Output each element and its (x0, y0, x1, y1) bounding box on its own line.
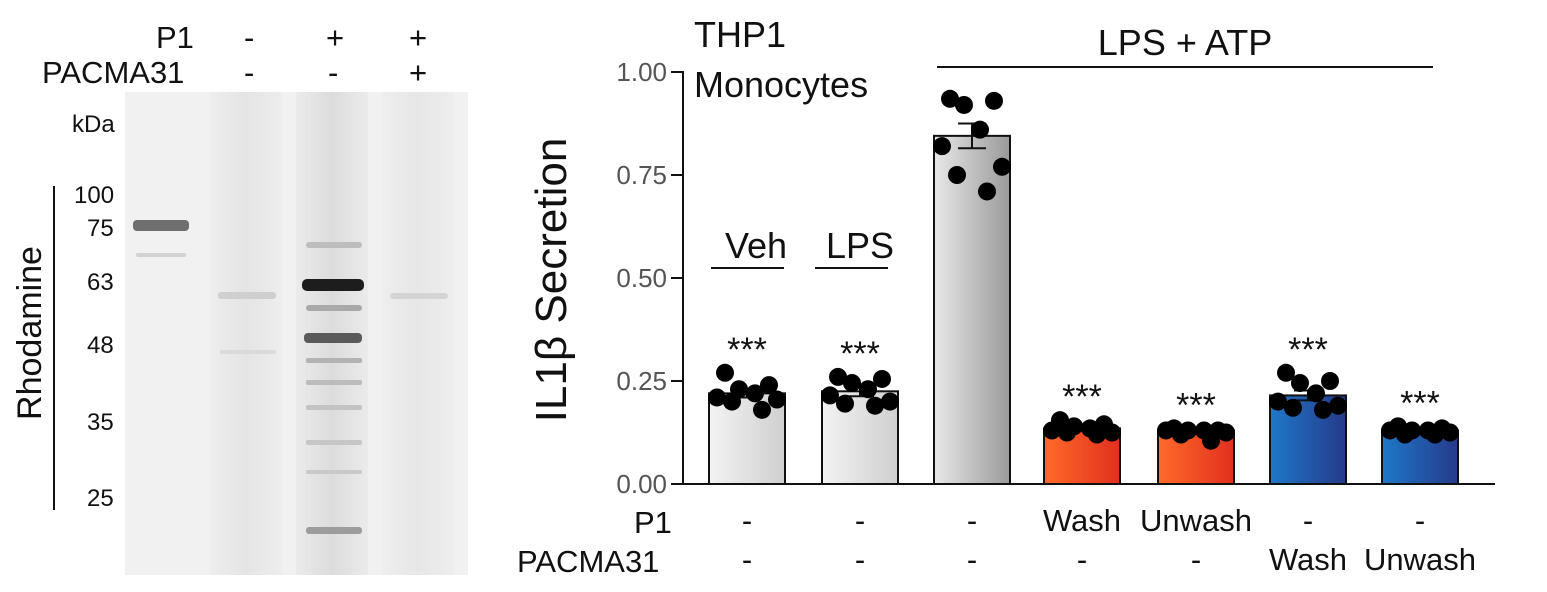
data-point-2-4 (933, 137, 951, 156)
gel-p1-lane3: + (409, 20, 428, 55)
data-point-2-7 (978, 182, 996, 201)
gel-marker-100: 100 (74, 182, 115, 209)
significance-0: *** (727, 331, 767, 369)
data-point-2-2 (955, 95, 973, 114)
gel-marker-48: 48 (87, 332, 114, 359)
data-point-0-3 (746, 384, 764, 403)
condition-pacma31-5: Wash (1269, 542, 1347, 577)
data-point-1-1 (873, 369, 891, 388)
significance-4: *** (1176, 386, 1216, 424)
data-point-1-5 (881, 392, 899, 411)
condition-p1-6: - (1415, 503, 1425, 538)
data-point-4-5 (1217, 423, 1235, 442)
data-point-1-6 (836, 394, 854, 413)
data-point-2-3 (971, 120, 989, 139)
data-point-2-6 (948, 166, 966, 184)
gel-p1-lane2: + (326, 20, 345, 55)
data-point-5-5 (1329, 396, 1347, 415)
significance-5: *** (1288, 331, 1328, 369)
gel-row-label-p1: P1 (156, 20, 194, 55)
row-label-p1: P1 (634, 505, 672, 540)
gel-marker-25: 25 (87, 485, 114, 512)
data-point-1-2 (843, 374, 861, 393)
gel-side-bracket (53, 186, 55, 510)
data-point-6-6 (1396, 425, 1414, 444)
data-point-5-0 (1277, 363, 1295, 382)
data-point-3-5 (1103, 423, 1121, 442)
data-point-5-3 (1307, 384, 1325, 403)
condition-p1-0: - (742, 503, 752, 538)
group-label-lps: LPS (825, 225, 895, 266)
data-point-6-5 (1441, 423, 1459, 442)
data-point-3-6 (1058, 423, 1076, 442)
data-point-0-1 (760, 376, 778, 395)
data-point-4-6 (1172, 425, 1190, 444)
data-point-6-4 (1381, 421, 1399, 440)
data-point-5-1 (1321, 372, 1339, 390)
data-point-1-0 (829, 367, 847, 386)
gel-marker-63: 63 (87, 269, 114, 296)
data-point-1-7 (866, 396, 884, 415)
data-point-1-3 (859, 380, 877, 399)
bar-1 (821, 390, 899, 485)
data-point-0-5 (768, 390, 786, 409)
y-tick-label-3: 0.75 (616, 160, 667, 190)
data-point-0-4 (708, 388, 726, 407)
data-point-5-7 (1314, 400, 1332, 419)
data-point-5-2 (1291, 374, 1309, 393)
y-tick-label-2: 0.50 (616, 263, 667, 293)
condition-p1-3: Wash (1043, 503, 1121, 538)
gel-pacma31-lane1: - (244, 55, 255, 90)
gel-pacma31-lane2: - (328, 55, 339, 90)
y-tick-label-0: 0.00 (616, 469, 667, 499)
significance-1: *** (840, 335, 880, 373)
data-point-2-5 (993, 157, 1011, 176)
data-point-6-7 (1426, 425, 1444, 444)
data-point-5-4 (1269, 392, 1287, 411)
condition-pacma31-0: - (742, 542, 752, 577)
y-tick-label-4: 1.00 (616, 57, 667, 87)
y-tick-label-1: 0.25 (616, 366, 667, 396)
condition-p1-4: Unwash (1140, 503, 1252, 538)
data-point-1-4 (821, 386, 839, 405)
data-point-0-6 (723, 392, 741, 411)
data-point-3-7 (1088, 425, 1106, 444)
bar-0 (708, 392, 786, 485)
bracket-label: LPS + ATP (1097, 22, 1273, 63)
gel-unit-label: kDa (72, 111, 115, 138)
condition-pacma31-3: - (1077, 542, 1087, 577)
gel-marker-75: 75 (87, 215, 114, 242)
bar-2 (933, 134, 1011, 486)
chart-title: THP1 (694, 14, 787, 55)
chart-subtitle: Monocytes (694, 64, 869, 105)
data-point-5-6 (1284, 398, 1302, 417)
condition-pacma31-6: Unwash (1364, 542, 1476, 577)
data-point-4-7 (1202, 431, 1220, 450)
condition-pacma31-2: - (967, 542, 977, 577)
condition-pacma31-1: - (855, 542, 865, 577)
condition-p1-5: - (1303, 503, 1313, 538)
data-point-0-0 (716, 363, 734, 382)
condition-p1-1: - (855, 503, 865, 538)
significance-6: *** (1400, 384, 1440, 422)
significance-3: *** (1062, 378, 1102, 416)
data-point-2-1 (985, 91, 1003, 110)
condition-pacma31-4: - (1191, 542, 1201, 577)
condition-p1-2: - (967, 503, 977, 538)
data-point-3-4 (1043, 421, 1061, 440)
gel-row-label-pacma31: PACMA31 (42, 55, 185, 90)
data-point-0-7 (753, 400, 771, 419)
gel-pacma31-lane3: + (409, 55, 428, 90)
group-label-veh: Veh (724, 225, 788, 266)
gel-p1-lane1: - (244, 20, 255, 55)
row-label-pacma31: PACMA31 (517, 544, 660, 579)
gel-marker-35: 35 (87, 409, 114, 436)
data-point-4-4 (1157, 421, 1175, 440)
data-point-2-0 (941, 89, 959, 108)
